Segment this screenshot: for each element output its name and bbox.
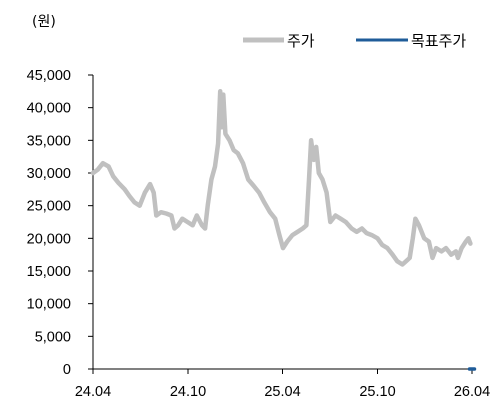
y-tick-label: 0 [63, 362, 71, 378]
x-tick-label: 25.10 [359, 384, 395, 400]
x-tick-label: 24.10 [170, 384, 206, 400]
x-tick-label: 25.04 [264, 384, 300, 400]
legend: 주가 목표주가 [243, 32, 466, 50]
x-tick-label: 24.04 [75, 384, 111, 400]
y-tick-label: 45,000 [27, 68, 71, 84]
legend-label-target-price: 목표주가 [411, 32, 466, 50]
series-layer [90, 89, 477, 371]
y-tick-label: 40,000 [27, 101, 71, 117]
price-series-line [90, 89, 473, 267]
y-axis: 0 5,000 10,000 15,000 20,000 25,000 30,000 35,0… [27, 68, 94, 378]
y-tick-label: 35,000 [27, 133, 71, 149]
y-tick-label: 10,000 [27, 297, 71, 313]
y-tick-label: 5,000 [35, 329, 71, 345]
y-tick-label: 20,000 [27, 231, 71, 247]
y-axis-unit-label: (원) [32, 14, 56, 30]
y-tick-label: 30,000 [27, 166, 71, 182]
x-axis: 24.04 24.10 25.04 25.10 26.04 [75, 368, 490, 400]
x-tick-label: 26.04 [454, 384, 490, 400]
y-tick-label: 25,000 [27, 199, 71, 215]
legend-label-price: 주가 [287, 32, 315, 50]
y-tick-label: 15,000 [27, 264, 71, 280]
